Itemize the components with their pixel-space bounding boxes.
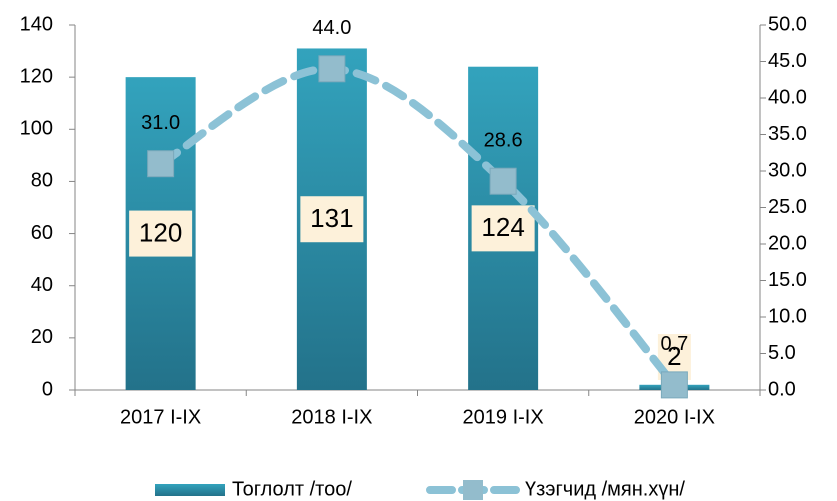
y2-tick-label: 25.0 <box>768 196 807 218</box>
bar-label: 120 <box>139 217 182 247</box>
line-marker <box>147 150 175 178</box>
y-tick-label: 40 <box>31 274 53 296</box>
y-tick-label: 100 <box>20 118 53 140</box>
bar-label-box <box>300 196 364 243</box>
x-tick-label: 2020 I-IX <box>634 406 715 428</box>
line-marker <box>660 371 688 399</box>
y-tick-label: 60 <box>31 222 53 244</box>
legend-label: Үзэгчид /мян.хүн/ <box>525 478 685 500</box>
bar-label: 131 <box>310 203 353 233</box>
line-marker <box>318 55 346 83</box>
legend-label: Тоглолт /тоо/ <box>232 478 352 500</box>
y2-tick-label: 50.0 <box>768 13 807 35</box>
bar-label-box <box>129 210 193 257</box>
y-tick-label: 0 <box>42 378 53 400</box>
legend-swatch-bar <box>155 484 225 496</box>
line-marker <box>489 167 517 195</box>
line-label: 44.0 <box>312 17 351 39</box>
bar-label: 124 <box>481 212 524 242</box>
line-label: 28.6 <box>484 130 523 152</box>
y-tick-label: 20 <box>31 326 53 348</box>
line <box>156 64 679 389</box>
y2-tick-label: 0.0 <box>768 378 796 400</box>
y2-tick-label: 10.0 <box>768 305 807 327</box>
y-tick-label: 80 <box>31 170 53 192</box>
line-label: 0.7 <box>660 333 688 355</box>
x-tick-label: 2018 I-IX <box>291 406 372 428</box>
y2-tick-label: 35.0 <box>768 123 807 145</box>
bar-label-box <box>471 205 535 252</box>
y2-tick-label: 5.0 <box>768 342 796 364</box>
x-tick-label: 2019 I-IX <box>463 406 544 428</box>
y-tick-label: 140 <box>20 13 53 35</box>
legend-swatch-marker <box>463 480 483 500</box>
bar-label: 2 <box>667 341 681 371</box>
y2-tick-label: 40.0 <box>768 86 807 108</box>
x-tick-label: 2017 I-IX <box>120 406 201 428</box>
y2-tick-label: 30.0 <box>768 159 807 181</box>
line-label: 31.0 <box>141 112 180 134</box>
y2-tick-label: 45.0 <box>768 50 807 72</box>
y-tick-label: 120 <box>20 65 53 87</box>
y2-tick-label: 20.0 <box>768 232 807 254</box>
y2-tick-label: 15.0 <box>768 269 807 291</box>
